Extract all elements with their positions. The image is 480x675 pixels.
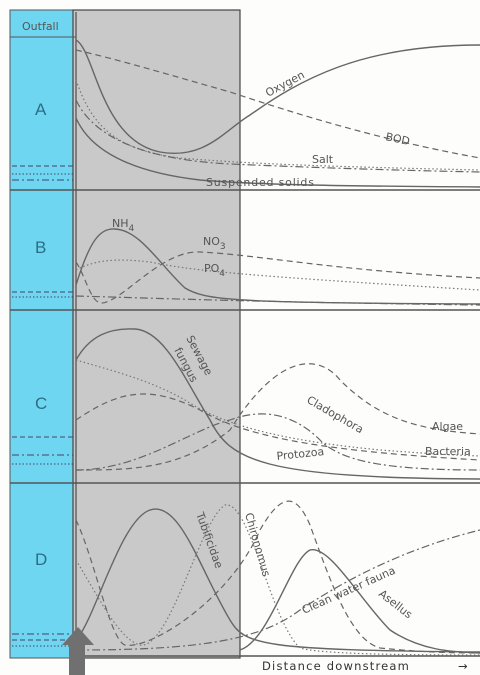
panel-label-a: A — [35, 100, 47, 119]
nh4-label: NH4 — [112, 217, 135, 234]
d-dotted-curve — [75, 504, 480, 656]
bacteria-curve — [75, 393, 480, 461]
algae-label: Algae — [432, 420, 463, 433]
cladophora-curve — [75, 413, 480, 471]
panel-label-d: D — [35, 550, 47, 569]
x-axis-label: Distance downstream — [262, 659, 410, 673]
suspended-solids-curve — [75, 117, 480, 188]
suspended-solids-label: Suspended solids — [206, 176, 315, 189]
panel-label-c: C — [35, 394, 47, 413]
salt-dotted-curve — [75, 79, 480, 171]
salt-curve — [75, 99, 480, 173]
asellus-curve — [239, 549, 480, 654]
outfall-marker-arrow-icon — [62, 627, 94, 675]
bacteria-label: Bacteria — [425, 445, 471, 458]
panel-label-b: B — [35, 238, 46, 257]
oxygen-curve — [75, 39, 480, 154]
no3-label: NO3 — [203, 235, 226, 252]
cladophora-label: Cladophora — [305, 393, 366, 436]
river-column — [9, 9, 74, 659]
outfall-label: Outfall — [22, 20, 59, 33]
tubificidae-curve — [75, 508, 480, 653]
bod-curve — [75, 49, 480, 159]
algae-curve — [75, 363, 480, 471]
salt-label: Salt — [312, 153, 334, 166]
river-column-ticks — [12, 165, 73, 647]
sewage-fungus-curve — [75, 328, 480, 480]
protozoa-label: Protozoa — [276, 445, 325, 463]
x-axis-arrow-icon: → — [458, 659, 469, 673]
asellus-label: Asellus — [376, 587, 415, 621]
bod-label: BOD — [384, 130, 411, 148]
chironomus-label: Chironomus — [242, 511, 273, 578]
chironomus-curve — [75, 500, 480, 654]
shaded-pollution-zone — [72, 9, 241, 659]
po4-label: PO4 — [204, 262, 225, 279]
clean-water-fauna-curve — [75, 529, 480, 651]
nh4-curve — [75, 228, 480, 305]
